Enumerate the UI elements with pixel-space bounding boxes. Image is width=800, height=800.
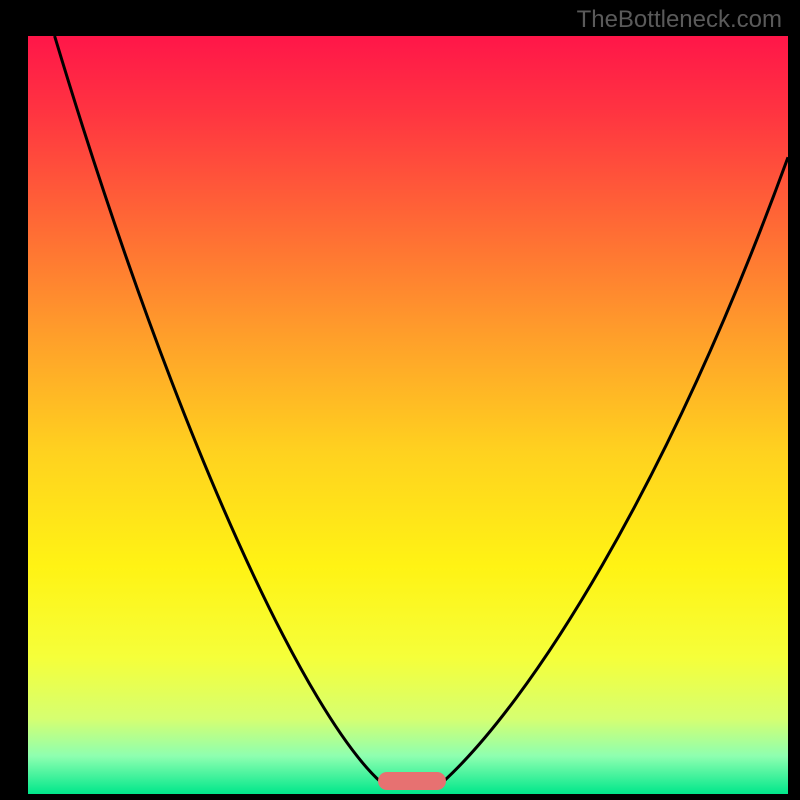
watermark-text: TheBottleneck.com xyxy=(577,6,782,34)
right-curve xyxy=(442,157,788,782)
chart-container: TheBottleneck.com xyxy=(0,0,800,800)
curve-layer xyxy=(28,36,788,794)
left-curve xyxy=(55,36,382,783)
minimum-marker xyxy=(378,772,446,790)
plot-area xyxy=(28,36,788,794)
